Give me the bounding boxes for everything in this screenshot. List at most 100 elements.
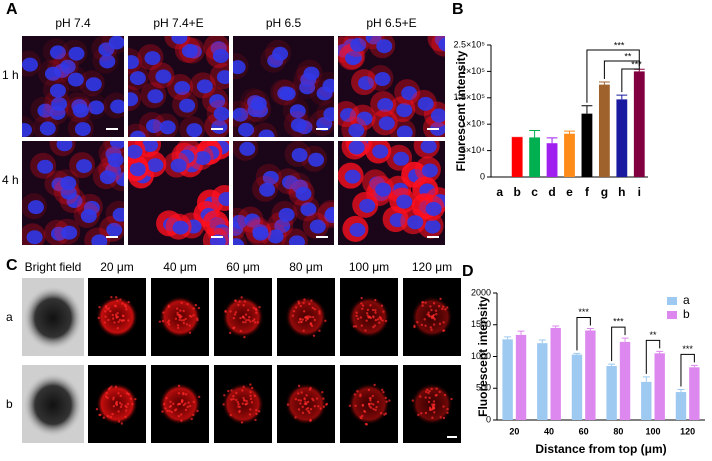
speck xyxy=(442,329,445,333)
error-bar xyxy=(581,105,593,114)
speck xyxy=(450,397,453,401)
speck xyxy=(169,404,173,408)
speck xyxy=(180,413,183,416)
significance-label: ** xyxy=(624,51,632,61)
speck xyxy=(312,315,315,319)
speck xyxy=(356,317,360,321)
nucleus xyxy=(233,214,248,229)
speck xyxy=(365,423,369,426)
nucleus xyxy=(323,107,334,122)
error-bar xyxy=(586,328,594,331)
speck xyxy=(384,319,388,323)
speck xyxy=(370,402,373,405)
speck xyxy=(98,306,101,309)
speck xyxy=(113,321,116,324)
speck xyxy=(376,400,380,404)
nucleus xyxy=(279,86,296,101)
y-tick-label: 0 xyxy=(486,414,491,424)
speck xyxy=(301,405,304,409)
speck xyxy=(102,416,105,419)
speck xyxy=(365,312,369,315)
speck xyxy=(420,412,423,415)
error-bar xyxy=(642,376,650,382)
nucleus xyxy=(22,57,38,72)
speck xyxy=(110,385,113,388)
speck xyxy=(359,316,363,319)
speck xyxy=(111,317,115,320)
speck xyxy=(247,318,250,322)
nucleus xyxy=(348,141,365,155)
speck xyxy=(111,412,114,416)
nucleus xyxy=(262,170,279,185)
speck xyxy=(367,403,371,406)
speck xyxy=(432,316,435,320)
speck xyxy=(177,384,181,388)
y-axis-label: Fluorescent intensity xyxy=(454,50,468,171)
speck xyxy=(355,314,358,318)
y-tick-label: 2000 xyxy=(471,287,491,297)
significance-bracket xyxy=(645,339,661,374)
nucleus xyxy=(146,119,163,134)
nucleus xyxy=(278,207,295,222)
nucleus xyxy=(211,119,228,134)
row-label: b xyxy=(6,397,13,411)
speck xyxy=(122,314,125,318)
nucleus xyxy=(359,198,376,213)
nucleus xyxy=(308,152,325,167)
speck xyxy=(297,384,301,388)
speck xyxy=(240,421,244,424)
bar xyxy=(550,327,561,420)
speck xyxy=(258,305,261,309)
speck xyxy=(427,311,430,314)
speck xyxy=(105,391,108,395)
speck xyxy=(232,326,235,330)
error-bar xyxy=(552,325,560,328)
speck xyxy=(255,308,258,312)
nucleus xyxy=(309,219,326,234)
column-label: pH 7.4 xyxy=(55,16,91,30)
nucleus xyxy=(396,194,413,209)
micrograph xyxy=(151,365,209,443)
speck xyxy=(187,401,190,404)
speck xyxy=(234,311,238,314)
speck xyxy=(299,402,302,405)
bar xyxy=(689,367,700,420)
nucleus xyxy=(51,97,68,112)
speck xyxy=(242,315,245,319)
speck xyxy=(253,318,256,321)
speck xyxy=(255,409,258,412)
speck xyxy=(301,318,305,321)
speck xyxy=(428,389,431,393)
nucleus xyxy=(74,122,91,137)
speck xyxy=(186,303,189,306)
x-tick-label: g xyxy=(601,185,608,199)
speck xyxy=(325,402,329,406)
speck xyxy=(427,313,431,317)
speck xyxy=(360,302,363,305)
speck xyxy=(161,410,164,413)
significance-bracket xyxy=(586,49,640,103)
speck xyxy=(424,396,427,399)
speck xyxy=(438,390,441,394)
nucleus xyxy=(106,222,123,237)
speck xyxy=(106,396,109,400)
speck xyxy=(318,310,321,313)
nucleus xyxy=(325,206,334,221)
error-bar xyxy=(633,68,645,72)
speck xyxy=(381,388,384,392)
error-bar xyxy=(608,363,616,367)
nucleus xyxy=(49,83,66,98)
nucleus xyxy=(438,37,445,52)
speck xyxy=(192,400,196,404)
speck xyxy=(432,407,436,410)
nucleus xyxy=(27,200,44,215)
speck xyxy=(372,326,375,329)
speck xyxy=(365,319,368,322)
speck xyxy=(127,392,130,396)
speck xyxy=(177,414,181,418)
nucleus xyxy=(421,163,438,178)
speck xyxy=(110,295,113,299)
x-tick-label: d xyxy=(548,185,555,199)
speck xyxy=(235,391,238,395)
speck xyxy=(375,405,378,409)
